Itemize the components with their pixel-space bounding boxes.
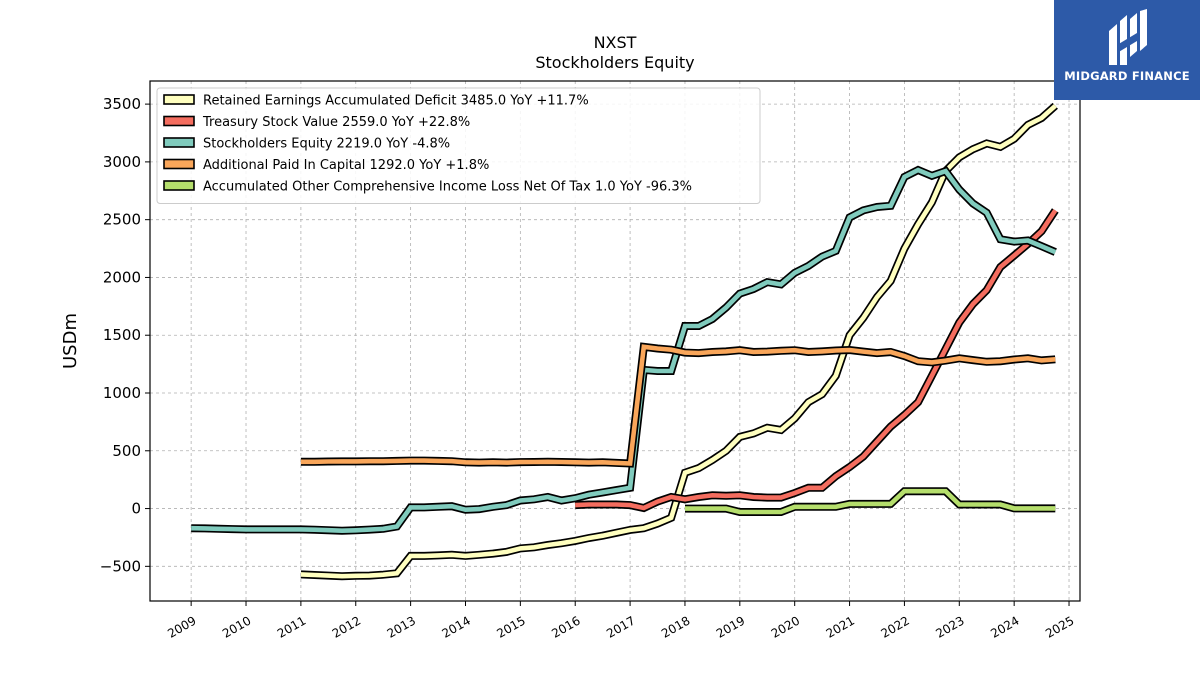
series-line	[300, 342, 1056, 468]
legend-entry: Treasury Stock Value 2559.0 YoY +22.8%	[202, 115, 470, 130]
legend-swatch	[163, 137, 195, 148]
legend-swatch	[163, 158, 195, 170]
y-tick-label: 1500	[103, 326, 141, 344]
legend-entry: Retained Earnings Accumulated Deficit 34…	[203, 94, 589, 109]
y-tick-label: 0	[131, 500, 141, 518]
y-tick-label: −500	[100, 557, 141, 575]
brand-logo-mark-icon	[1109, 9, 1147, 65]
series-line-fill	[300, 344, 1056, 466]
series-line	[575, 208, 1059, 513]
legend-swatch	[163, 115, 195, 127]
legend-entry: Accumulated Other Comprehensive Income L…	[203, 180, 692, 195]
series-line-fill	[575, 209, 1058, 511]
y-tick-label: 1000	[103, 384, 141, 402]
chart-subtitle: Stockholders Equity	[535, 53, 694, 72]
series-line	[685, 487, 1056, 516]
legend-box	[156, 87, 761, 204]
series-line-fill	[191, 167, 1057, 534]
plot-frame	[149, 80, 1081, 602]
legend-swatch	[163, 180, 195, 191]
y-tick-label: 2500	[103, 211, 141, 229]
legend-entry: Stockholders Equity 2219.0 YoY -4.8%	[203, 137, 450, 152]
y-tick-label: 3500	[103, 95, 141, 113]
legend: Retained Earnings Accumulated Deficit 34…	[156, 87, 761, 204]
legend-entry: Additional Paid In Capital 1292.0 YoY +1…	[203, 158, 489, 173]
legend-swatch	[163, 94, 195, 105]
y-axis: −500 0 500 1000 1500 2000 2500 3000 3500	[100, 95, 150, 575]
y-tick-label: 2000	[103, 268, 141, 286]
brand-logo: MIDGARD FINANCE	[1054, 0, 1200, 100]
y-axis-label: USDm	[60, 313, 81, 369]
y-tick-label: 3000	[103, 153, 141, 171]
brand-logo-name: MIDGARD FINANCE	[1064, 69, 1190, 83]
series-line	[191, 165, 1057, 535]
y-tick-label: 500	[112, 442, 141, 460]
chart-title: NXST	[594, 33, 637, 52]
series-line-fill	[685, 488, 1056, 515]
series-lines	[191, 102, 1059, 581]
